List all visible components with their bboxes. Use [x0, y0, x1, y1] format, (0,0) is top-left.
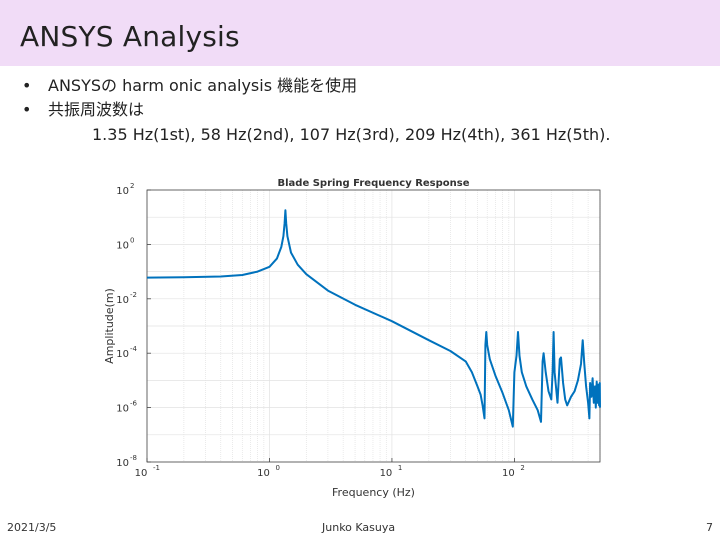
y-tick-label: 10 [116, 349, 129, 360]
x-tick-exponent: 0 [275, 464, 279, 472]
x-tick-label: 10 [257, 468, 270, 479]
y-tick-exponent: 2 [130, 182, 134, 190]
footer-author: Junko Kasuya [322, 521, 396, 534]
y-tick-exponent: 0 [130, 236, 134, 244]
x-axis-label: Frequency (Hz) [332, 486, 415, 499]
y-tick-label: 10 [116, 295, 129, 306]
x-tick-exponent: 1 [398, 464, 402, 472]
title-bar [0, 0, 720, 66]
frequencies-line: 1.35 Hz(1st), 58 Hz(2nd), 107 Hz(3rd), 2… [92, 125, 611, 144]
bullet-item: • ANSYSの harm onic analysis 機能を使用 [22, 74, 357, 98]
bullet-text: 共振周波数は [48, 100, 145, 119]
bullet-item: • 共振周波数は [22, 98, 357, 122]
bullet-list: • ANSYSの harm onic analysis 機能を使用 • 共振周波… [22, 74, 357, 122]
x-tick-label: 10 [502, 468, 515, 479]
y-tick-exponent: -8 [130, 454, 137, 462]
footer-page-number: 7 [706, 521, 713, 534]
bullet-text: ANSYSの harm onic analysis 機能を使用 [48, 76, 358, 95]
x-tick-exponent: -1 [153, 464, 160, 472]
y-tick-label: 10 [116, 186, 129, 197]
y-tick-label: 10 [116, 240, 129, 251]
plot-frame [146, 189, 601, 463]
y-tick-label: 10 [116, 404, 129, 415]
bullet-marker: • [22, 76, 32, 95]
y-tick-exponent: -2 [130, 291, 137, 299]
y-axis-label: Amplitude(m) [103, 288, 116, 364]
slide-title: ANSYS Analysis [20, 20, 240, 53]
bullet-marker: • [22, 100, 32, 119]
x-tick-label: 10 [380, 468, 393, 479]
y-tick-exponent: -4 [130, 345, 138, 353]
series-line [146, 209, 601, 428]
chart-title: Blade Spring Frequency Response [277, 178, 469, 189]
footer-date: 2021/3/5 [7, 521, 57, 534]
x-tick-exponent: 2 [520, 464, 524, 472]
x-tick-label: 10 [135, 468, 148, 479]
frequency-response-chart: 10 -1 10 0 10 1 10 210 -810 -610 -410 -210 010 2 Blade… [103, 178, 601, 499]
y-tick-exponent: -6 [130, 400, 138, 408]
y-tick-label: 10 [116, 458, 129, 469]
